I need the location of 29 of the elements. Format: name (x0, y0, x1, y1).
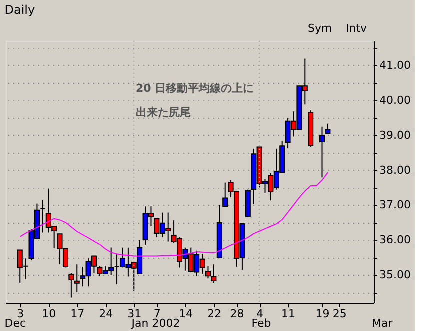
x-tick-label: 14 (178, 308, 193, 320)
text: Intv (346, 22, 368, 35)
x-tick-label: 19 (316, 308, 330, 320)
y-tick-label: 36.00 (380, 234, 411, 247)
candlestick (211, 264, 217, 284)
y-tick-label: 37.00 (380, 198, 411, 212)
y-tick-label: 41.00 (380, 58, 411, 72)
x-tick-label: 22 (207, 308, 222, 320)
text: Mar (372, 317, 394, 330)
text: Sym (308, 22, 332, 35)
y-tick-label: 35.00 (380, 268, 411, 282)
annotation: 20 日移動平均線の上に (136, 82, 254, 95)
candlestick (74, 264, 80, 293)
candlestick (205, 266, 211, 280)
annotation: 出来た尻尾 (136, 106, 191, 119)
candlestick (325, 123, 331, 134)
chart-title: Daily (4, 3, 36, 17)
candlestick (222, 182, 228, 208)
x-tick-label: 10 (42, 308, 56, 320)
x-tick-label: 25 (332, 308, 347, 320)
y-tick-label: 38.00 (380, 164, 411, 177)
y-tick-label: 40.00 (380, 94, 411, 107)
x-tick-label: 11 (282, 308, 296, 320)
candlestick (68, 272, 74, 298)
x-tick-label: 28 (230, 308, 244, 320)
y-tick-label: 39.00 (380, 128, 411, 142)
x-tick-label: 17 (70, 308, 85, 320)
candlestick (320, 126, 326, 178)
x-tick-label: 24 (99, 308, 114, 320)
